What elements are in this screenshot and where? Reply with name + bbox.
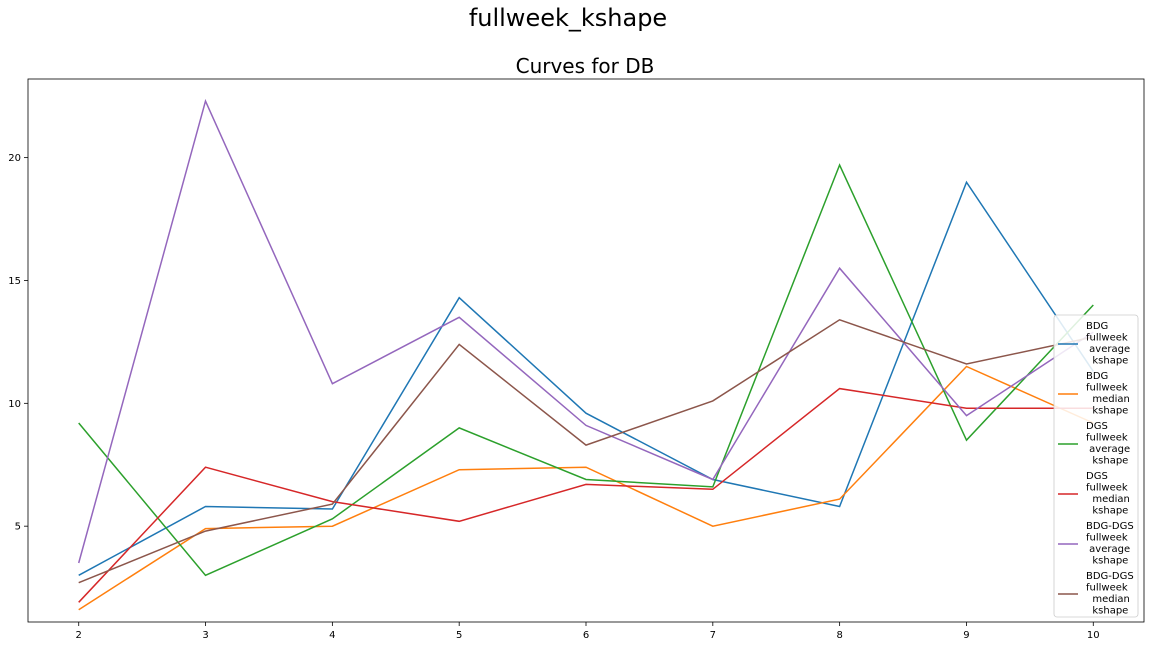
x-tick-label: 6 bbox=[583, 630, 589, 641]
legend-label-5: BDG-DGS fullweek average kshape bbox=[1086, 521, 1134, 567]
figure-suptitle: fullweek_kshape bbox=[469, 4, 667, 32]
series-line-3 bbox=[78, 163, 1094, 577]
y-tick-label: 20 bbox=[8, 153, 21, 164]
x-tick-label: 7 bbox=[710, 630, 716, 641]
chart-title: Curves for DB bbox=[516, 54, 655, 78]
series-line-1 bbox=[78, 180, 1094, 576]
x-tick-label: 3 bbox=[202, 630, 208, 641]
y-tick-label: 15 bbox=[8, 276, 21, 287]
x-tick-label: 10 bbox=[1087, 630, 1100, 641]
legend-label-3: DGS fullweek average kshape bbox=[1086, 421, 1130, 467]
x-tick-label: 9 bbox=[963, 630, 969, 641]
series-line-6 bbox=[78, 318, 1094, 584]
x-tick-label: 5 bbox=[456, 630, 462, 641]
y-tick-label: 5 bbox=[15, 522, 21, 533]
x-tick-label: 8 bbox=[836, 630, 842, 641]
plot-frame bbox=[27, 78, 1145, 623]
x-tick-label: 2 bbox=[76, 630, 82, 641]
series-line-2 bbox=[78, 365, 1094, 611]
legend-label-2: BDG fullweek median kshape bbox=[1086, 371, 1130, 417]
legend-label-4: DGS fullweek median kshape bbox=[1086, 471, 1130, 517]
x-tick-label: 4 bbox=[329, 630, 335, 641]
y-tick-label: 10 bbox=[8, 399, 21, 410]
axes: 2 3 4 5 6 7 8 9 10 5 10 15 20 bbox=[8, 78, 1145, 641]
series-line-5 bbox=[77, 98, 1094, 564]
series-line-4 bbox=[78, 387, 1094, 603]
legend-box bbox=[1053, 314, 1139, 618]
legend-label-1: BDG fullweek average kshape bbox=[1086, 321, 1130, 367]
series-layer bbox=[77, 98, 1094, 611]
legend-label-6: BDG-DGS fullweek median kshape bbox=[1086, 571, 1134, 617]
